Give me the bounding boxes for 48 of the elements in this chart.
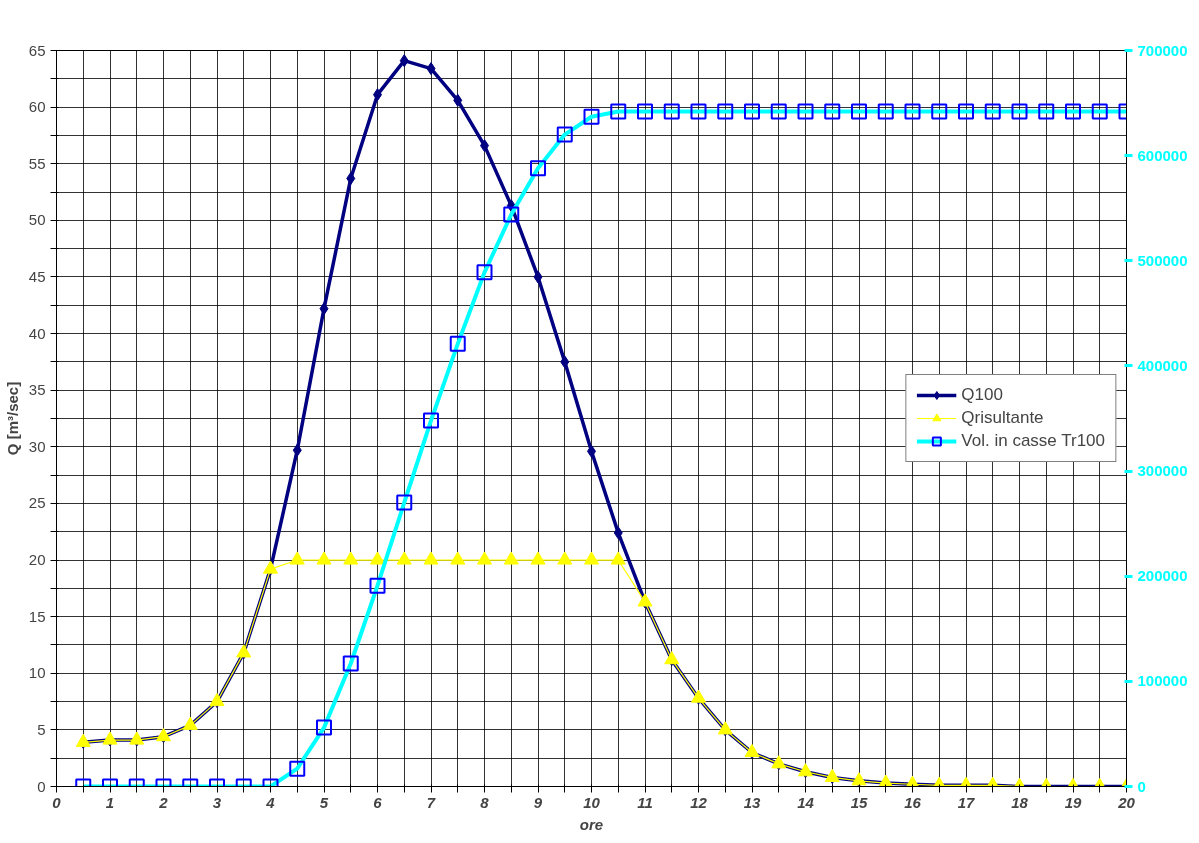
x-tick-label: 15 (850, 793, 868, 811)
x-tick-label: 5 (319, 793, 329, 811)
y-tick-label: 15 (28, 607, 46, 625)
y-tick-label: 25 (28, 494, 46, 512)
x-tick-label: 17 (957, 793, 975, 811)
y-tick-label: 0 (37, 777, 46, 795)
x-tick-label: 11 (637, 793, 653, 811)
y-axis-title: Q [m³/sec] (3, 381, 21, 456)
y-tick-label: 55 (28, 154, 46, 172)
x-tick-label: 16 (904, 793, 922, 811)
y-tick-label: 40 (28, 324, 46, 342)
y-tick-label: 35 (28, 381, 46, 399)
x-tick-label: 4 (265, 793, 276, 811)
x-tick-label: 20 (1117, 793, 1136, 811)
y-tick-label: 20 (28, 551, 46, 569)
y-tick-label: 10 (28, 664, 46, 682)
y-tick-label: 5 (37, 720, 46, 738)
y-tick-label: 65 (28, 41, 46, 59)
legend-label: Vol. in casse Tr100 (961, 431, 1105, 451)
y2-tick-label: 200000 (1137, 567, 1188, 585)
x-tick-label: 8 (480, 793, 490, 811)
x-tick-label: 14 (797, 793, 815, 811)
x-tick-label: 9 (533, 793, 543, 811)
y2-tick-label: 0 (1137, 777, 1146, 795)
x-tick-label: 6 (373, 793, 383, 811)
y-tick-label: 60 (28, 98, 46, 116)
y2-tick-label: 700000 (1137, 41, 1188, 59)
y-tick-label: 45 (28, 267, 46, 285)
x-tick-label: 10 (583, 793, 601, 811)
legend-label: Qrisultante (961, 408, 1044, 428)
x-tick-label: 19 (1064, 793, 1082, 811)
x-axis-title: ore (579, 815, 604, 833)
legend-label: Q100 (961, 385, 1003, 405)
x-tick-label: 0 (52, 793, 62, 811)
x-tick-label: 18 (1011, 793, 1029, 811)
y2-tick-label: 500000 (1137, 251, 1188, 269)
x-tick-label: 3 (212, 793, 222, 811)
y2-tick-label: 300000 (1137, 462, 1188, 480)
x-tick-label: 2 (158, 793, 169, 811)
x-tick-label: 12 (690, 793, 708, 811)
y-tick-label: 30 (28, 437, 46, 455)
x-tick-label: 1 (105, 793, 115, 811)
y2-tick-label: 600000 (1137, 146, 1188, 164)
x-tick-label: 13 (743, 793, 761, 811)
x-tick-label: 7 (426, 793, 436, 811)
y-tick-label: 50 (28, 211, 46, 229)
y2-tick-label: 400000 (1137, 356, 1188, 374)
y2-tick-label: 100000 (1137, 672, 1188, 690)
